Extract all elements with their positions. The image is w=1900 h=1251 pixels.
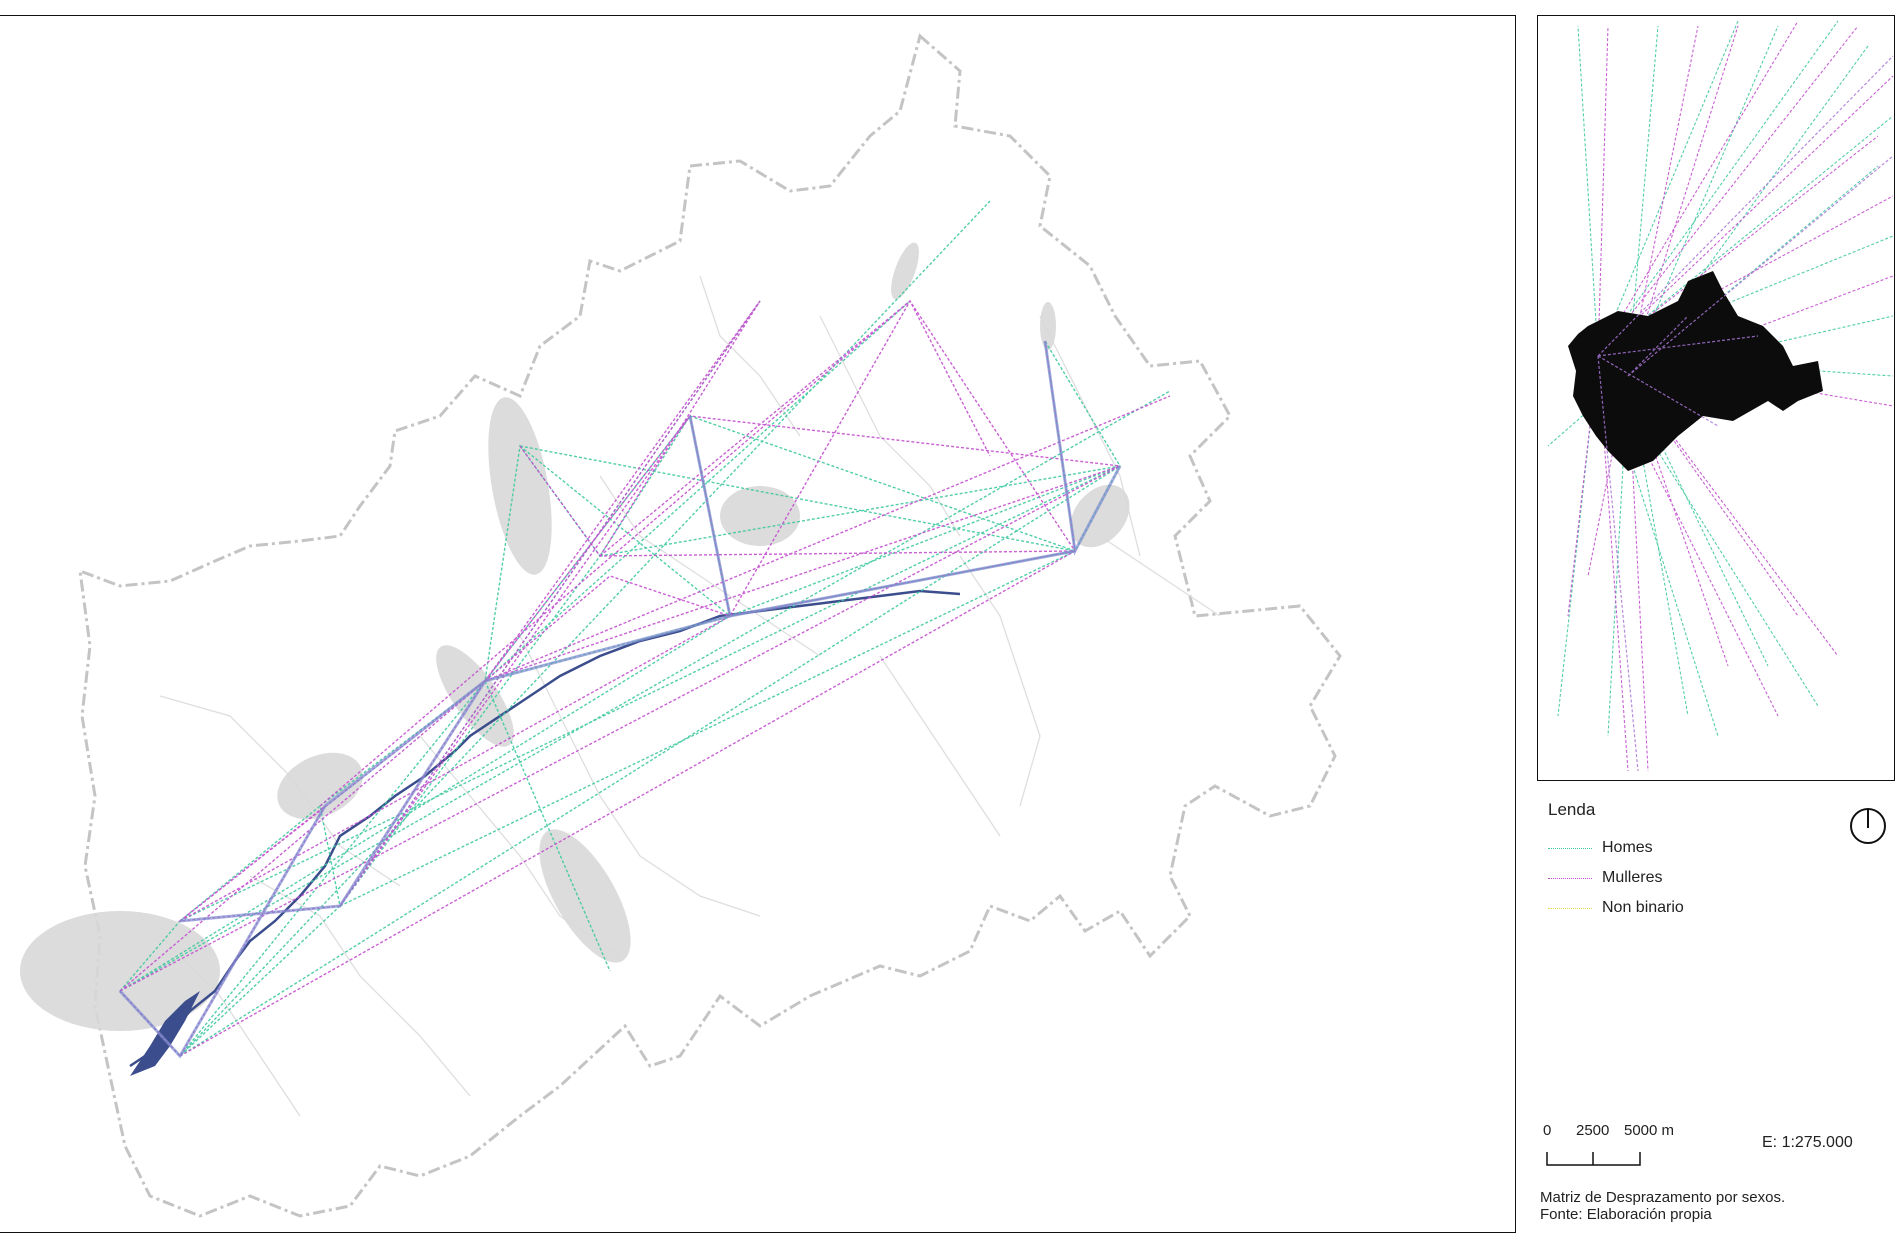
flows-mulleres [119,299,1171,1058]
inset-map [1537,15,1895,781]
scale-ratio: E: 1:275.000 [1762,1134,1853,1151]
inset-map-svg [1547,20,1894,772]
legend-label-homes: Homes [1602,839,1653,856]
legend-item-homes: Homes [1548,838,1653,858]
legend-title: Lenda [1548,800,1596,819]
scale-bar [1546,1152,1641,1166]
hotspot-areas [20,242,1130,1031]
legend-item-non-binario: Non binario [1548,898,1684,918]
main-map-svg [20,33,1342,1218]
north-arrow-icon [1848,806,1888,846]
flows-homes [119,200,1171,1057]
legend-item-mulleres: Mulleres [1548,868,1662,888]
municipality-boundary [78,33,1342,1218]
mulleres-line-swatch [1548,877,1592,879]
homes-line-swatch [1548,847,1592,849]
non-binario-line-swatch [1548,907,1592,909]
caption-title: Matriz de Desprazamento por sexos. [1540,1189,1786,1206]
legend-label-mulleres: Mulleres [1602,869,1663,886]
inset-area [1568,271,1823,471]
scale-label-2500: 2500 [1576,1122,1610,1139]
legend-label-non-binario: Non binario [1602,899,1684,916]
parish-boundaries [159,275,1221,1117]
scale-label-0: 0 [1543,1122,1552,1139]
map-caption: Matriz de Desprazamento por sexos. Fonte… [1540,1189,1785,1223]
scale-label-5000: 5000 m [1624,1122,1675,1139]
flows-corridor [118,340,1122,1059]
inset-flows-top [1597,55,1894,772]
caption-source: Fonte: Elaboración propia [1540,1206,1712,1223]
main-map [0,15,1516,1233]
